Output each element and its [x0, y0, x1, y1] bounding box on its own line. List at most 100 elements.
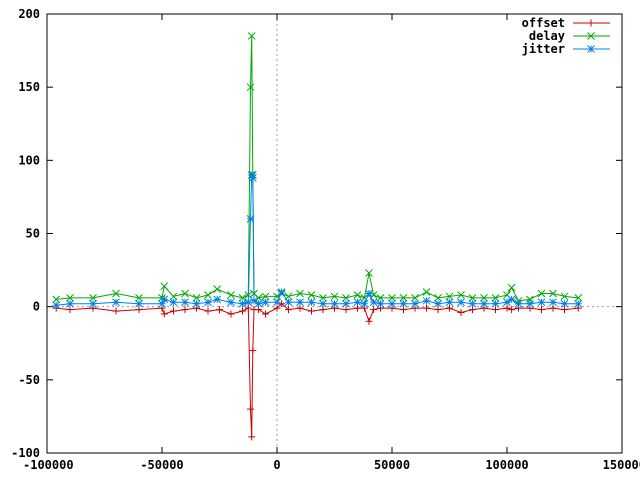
point-offset [278, 300, 286, 308]
point-delay [296, 289, 304, 298]
point-jitter [307, 298, 316, 307]
point-jitter [491, 299, 500, 308]
point-offset [354, 304, 361, 312]
point-offset [248, 433, 256, 441]
point-jitter [246, 215, 255, 223]
point-jitter [135, 299, 143, 308]
point-jitter [574, 299, 583, 308]
axis-ticks: -100000 -50000 0 50000 100000 150000 -100 -50 0 5… [11, 7, 640, 472]
x-tick-label: -50000 [140, 458, 183, 472]
point-delay [227, 291, 235, 299]
y-tick-label: 0 [33, 300, 40, 314]
point-jitter [248, 174, 257, 182]
series-delay [52, 32, 583, 305]
point-offset [434, 306, 442, 314]
y-tick-label: 100 [18, 153, 40, 167]
legend-label-jitter: jitter [522, 42, 565, 56]
point-jitter [411, 299, 419, 308]
point-offset [319, 306, 327, 314]
point-jitter [277, 288, 286, 296]
point-jitter [369, 298, 378, 307]
point-delay [388, 294, 396, 302]
point-delay [549, 289, 557, 298]
point-offset [66, 306, 74, 314]
point-offset [538, 306, 545, 314]
point-delay [411, 294, 419, 302]
point-offset [204, 307, 212, 315]
point-jitter [204, 298, 212, 307]
point-jitter [330, 299, 339, 308]
point-offset [239, 307, 246, 315]
point-jitter [480, 299, 488, 308]
point-offset [249, 347, 257, 355]
point-jitter [296, 298, 304, 307]
point-jitter [66, 299, 74, 308]
point-delay [181, 289, 189, 298]
point-delay [365, 269, 373, 277]
point-offset [469, 306, 476, 314]
point-jitter [514, 299, 523, 308]
point-offset [170, 307, 177, 315]
point-jitter [261, 298, 270, 307]
point-jitter [160, 295, 169, 304]
point-jitter [238, 299, 247, 308]
legend-marker-jitter [587, 45, 595, 53]
point-delay [480, 294, 488, 302]
point-jitter [319, 299, 327, 308]
point-delay [574, 294, 583, 302]
point-delay [457, 291, 465, 299]
point-offset [273, 304, 281, 312]
point-delay [89, 294, 97, 302]
point-offset [370, 306, 378, 314]
point-jitter [52, 301, 61, 310]
point-jitter [468, 299, 477, 308]
point-jitter [507, 295, 516, 304]
legend-marker-offset [587, 19, 595, 27]
point-jitter [399, 299, 408, 308]
x-tick-label: 50000 [374, 458, 410, 472]
point-delay [112, 289, 120, 298]
legend-marker-delay [587, 32, 595, 40]
point-jitter [192, 299, 201, 308]
point-delay [537, 289, 546, 298]
point-jitter [445, 298, 454, 307]
point-offset [247, 405, 255, 413]
point-jitter [560, 299, 569, 308]
point-jitter [169, 298, 178, 307]
point-offset [561, 306, 568, 314]
point-jitter [434, 299, 442, 308]
point-delay [560, 292, 569, 301]
point-delay [160, 282, 169, 291]
point-offset [160, 310, 168, 318]
point-delay [246, 83, 255, 92]
point-offset [216, 306, 223, 314]
y-tick-label: 200 [18, 7, 40, 21]
point-jitter [213, 295, 222, 304]
point-delay [330, 292, 339, 301]
point-jitter [112, 298, 120, 307]
point-jitter [526, 299, 534, 308]
series-layer [52, 32, 583, 441]
y-tick-label: 150 [18, 80, 40, 94]
point-delay [66, 294, 74, 302]
point-delay [52, 295, 61, 304]
point-delay [254, 294, 263, 302]
point-offset [457, 309, 465, 317]
point-jitter [457, 298, 465, 307]
series-line-jitter [56, 174, 579, 306]
point-jitter [273, 298, 281, 307]
point-offset [285, 306, 292, 314]
point-jitter [254, 299, 263, 308]
point-jitter [365, 289, 373, 298]
legend-label-offset: offset [522, 16, 565, 30]
zero-axes [47, 14, 622, 453]
point-delay [319, 294, 327, 302]
point-delay [204, 291, 212, 299]
point-delay [307, 291, 316, 299]
point-delay [468, 294, 477, 302]
point-offset [503, 304, 511, 312]
series-offset [52, 300, 582, 441]
x-tick-label: -100000 [23, 458, 74, 472]
point-jitter [360, 299, 369, 308]
